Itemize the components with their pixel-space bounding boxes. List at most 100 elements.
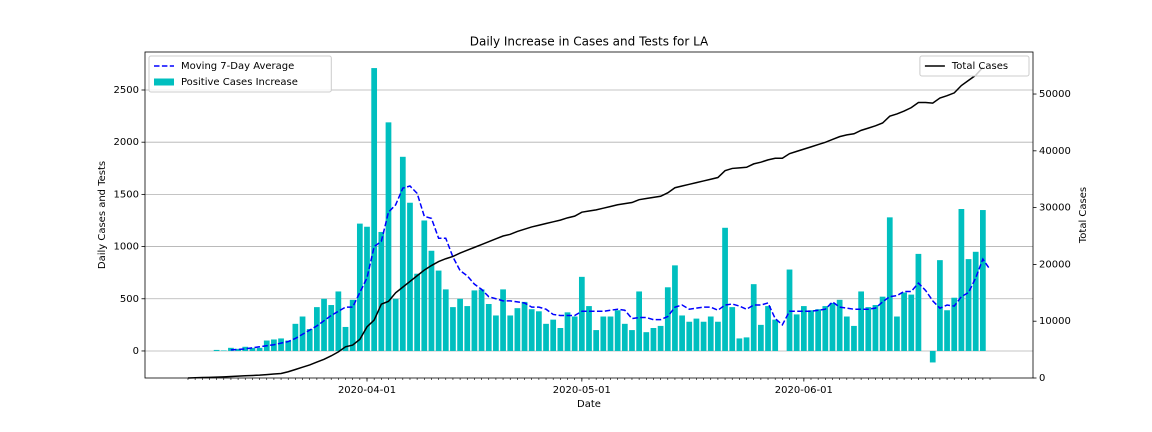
bar xyxy=(407,202,413,351)
bar xyxy=(392,298,399,351)
bar xyxy=(629,330,635,351)
bar xyxy=(793,314,800,351)
bar xyxy=(213,349,220,351)
y-tick-label: 500 xyxy=(120,294,139,305)
bar xyxy=(292,323,299,351)
bar xyxy=(507,315,514,351)
bar xyxy=(593,330,600,351)
bar xyxy=(808,310,814,351)
y2-tick-label: 30000 xyxy=(1039,203,1071,214)
bar xyxy=(693,318,700,351)
bar xyxy=(521,301,528,351)
bar xyxy=(464,306,471,351)
bar xyxy=(457,298,463,351)
bar xyxy=(664,287,671,351)
bar xyxy=(600,316,607,351)
bar xyxy=(958,208,965,351)
x-tick-label: 2020-05-01 xyxy=(553,385,611,396)
bar xyxy=(715,321,721,351)
y2-tick-label: 40000 xyxy=(1039,146,1071,157)
bar xyxy=(750,284,757,351)
bar xyxy=(929,350,936,363)
x-tick-label: 2020-04-01 xyxy=(338,385,396,396)
bar xyxy=(371,68,378,351)
bar xyxy=(278,338,284,351)
bar xyxy=(672,265,678,351)
bar xyxy=(908,294,915,351)
chart-title: Daily Increase in Cases and Tests for LA xyxy=(470,35,709,49)
bar xyxy=(858,291,864,351)
bar xyxy=(621,323,628,351)
bar xyxy=(980,210,986,351)
bar xyxy=(235,348,241,351)
bar xyxy=(765,306,771,351)
bar xyxy=(800,306,807,351)
bar xyxy=(385,122,392,351)
bar xyxy=(951,297,958,351)
bar xyxy=(614,310,621,351)
bar xyxy=(471,290,478,351)
bar xyxy=(442,289,449,351)
bar xyxy=(564,312,571,351)
bar xyxy=(314,307,320,351)
bar xyxy=(707,316,714,351)
bar xyxy=(450,307,456,351)
y-tick-label: 2000 xyxy=(114,137,139,148)
bar xyxy=(937,260,943,351)
bar xyxy=(944,310,950,351)
bar xyxy=(249,347,256,351)
bar xyxy=(428,250,435,351)
y-tick-label: 1000 xyxy=(114,242,139,253)
bar xyxy=(586,306,592,351)
bar xyxy=(550,319,557,351)
bar xyxy=(285,340,292,351)
bar xyxy=(872,305,879,351)
y2-tick-label: 20000 xyxy=(1039,259,1071,270)
bar xyxy=(643,332,650,351)
legend-swatch xyxy=(154,78,174,86)
bar xyxy=(901,292,907,351)
bar xyxy=(328,305,335,351)
y-tick-label: 2500 xyxy=(114,85,139,96)
y2-tick-label: 50000 xyxy=(1039,89,1071,100)
line xyxy=(230,185,991,351)
bar xyxy=(657,325,664,351)
bar xyxy=(543,323,549,351)
bar xyxy=(607,316,614,351)
bar xyxy=(786,269,793,351)
bar xyxy=(349,299,356,351)
bar xyxy=(321,298,327,351)
x-tick-label: 2020-06-01 xyxy=(775,385,833,396)
bar xyxy=(342,326,349,351)
bar xyxy=(478,289,485,351)
bar xyxy=(815,309,822,351)
bar xyxy=(894,316,900,351)
y2-axis-label: Total Cases xyxy=(1078,187,1089,244)
bar xyxy=(836,299,843,351)
bar xyxy=(965,259,972,351)
legend-label: Total Cases xyxy=(951,61,1008,72)
bar xyxy=(493,315,499,351)
bar xyxy=(915,253,922,351)
y-axis-label: Daily Cases and Tests xyxy=(97,161,108,269)
bar xyxy=(886,217,893,351)
bar xyxy=(399,156,406,351)
bar xyxy=(679,315,685,351)
bar xyxy=(571,316,578,351)
bar xyxy=(686,321,693,351)
bar xyxy=(578,276,585,351)
y2-tick-label: 0 xyxy=(1039,373,1045,384)
bar xyxy=(822,306,829,351)
legend: Moving 7-Day Average Positive Cases Incre… xyxy=(148,55,332,93)
y-tick-label: 1500 xyxy=(114,189,139,200)
legend-label: Positive Cases Increase xyxy=(181,77,298,88)
bar xyxy=(972,251,979,351)
bar xyxy=(636,291,642,351)
legend: Total Cases xyxy=(919,55,1030,77)
y2-tick-label: 10000 xyxy=(1039,316,1071,327)
bar xyxy=(356,223,363,351)
plot-frame xyxy=(144,51,1034,379)
bar xyxy=(514,308,521,351)
bar xyxy=(536,311,542,351)
